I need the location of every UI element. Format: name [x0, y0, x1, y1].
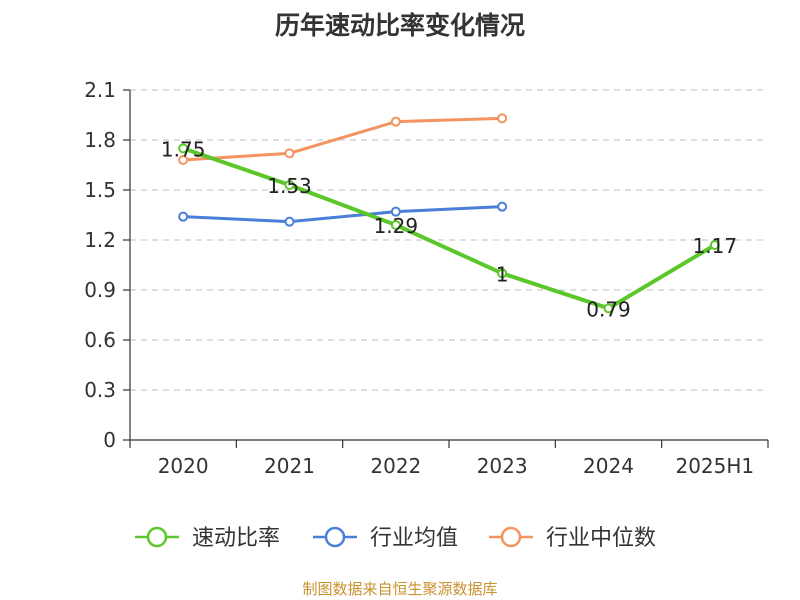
- series-group: [178, 113, 720, 314]
- legend-label: 行业中位数: [546, 526, 656, 551]
- x-tick-label: 2025H1: [675, 454, 754, 478]
- series-point-1: [284, 216, 295, 227]
- data-label: 1.29: [374, 214, 419, 238]
- grid-lines: [130, 89, 768, 391]
- series-point-0: [603, 303, 614, 314]
- data-label: 1.17: [693, 234, 738, 258]
- series-line-0: [181, 146, 717, 311]
- data-label: 1: [496, 262, 509, 286]
- y-tick-label: 0.9: [84, 278, 116, 302]
- legend-marker: [500, 526, 522, 548]
- series-point-0: [284, 180, 295, 190]
- y-tick-label: 1.2: [84, 228, 116, 252]
- data-labels: 1.75 1.53 1.29 1 0.79 1.17: [161, 137, 737, 321]
- legend-marker: [146, 526, 168, 548]
- series-point-1: [390, 206, 401, 217]
- source-note: 制图数据来自恒生聚源数据库: [302, 580, 498, 598]
- y-tick-label: 2.1: [84, 78, 116, 102]
- x-tick-label: 2023: [477, 454, 528, 478]
- series-point-1: [497, 201, 508, 212]
- y-tick-label: 0: [103, 428, 116, 452]
- data-label: 1.75: [161, 137, 206, 161]
- series-point-2: [497, 113, 508, 124]
- data-label: 0.79: [586, 297, 631, 321]
- y-tick-label: 1.8: [84, 128, 116, 152]
- legend-label: 行业均值: [370, 526, 458, 551]
- x-tick-label: 2024: [583, 454, 634, 478]
- series-line-2: [181, 116, 504, 162]
- series-point-2: [178, 155, 189, 165]
- series-point-0: [178, 143, 189, 154]
- legend-label: 速动比率: [192, 526, 280, 551]
- series-point-1: [178, 211, 189, 222]
- chart-title: 历年速动比率变化情况: [274, 11, 525, 40]
- series-point-2: [284, 148, 295, 159]
- legend: 速动比率 行业均值 行业中位数: [135, 526, 656, 551]
- axes: 0 0.3 0.6 0.9 1.2 1.5 1.8 2.1 2020 2021 2022 2023 20…: [84, 78, 769, 478]
- x-tick-label: 2021: [264, 454, 315, 478]
- y-tick-label: 1.5: [84, 178, 116, 202]
- series-line-1: [181, 205, 504, 224]
- series-point-2: [390, 116, 401, 127]
- x-tick-label: 2022: [370, 454, 421, 478]
- x-tick-label: 2020: [158, 454, 209, 478]
- y-tick-label: 0.6: [84, 328, 116, 352]
- y-tick-label: 0.3: [84, 378, 116, 402]
- series-point-0: [497, 268, 508, 279]
- legend-marker: [324, 526, 346, 548]
- series-point-0: [390, 220, 401, 230]
- series-point-0: [709, 240, 720, 250]
- data-label: 1.53: [267, 174, 312, 198]
